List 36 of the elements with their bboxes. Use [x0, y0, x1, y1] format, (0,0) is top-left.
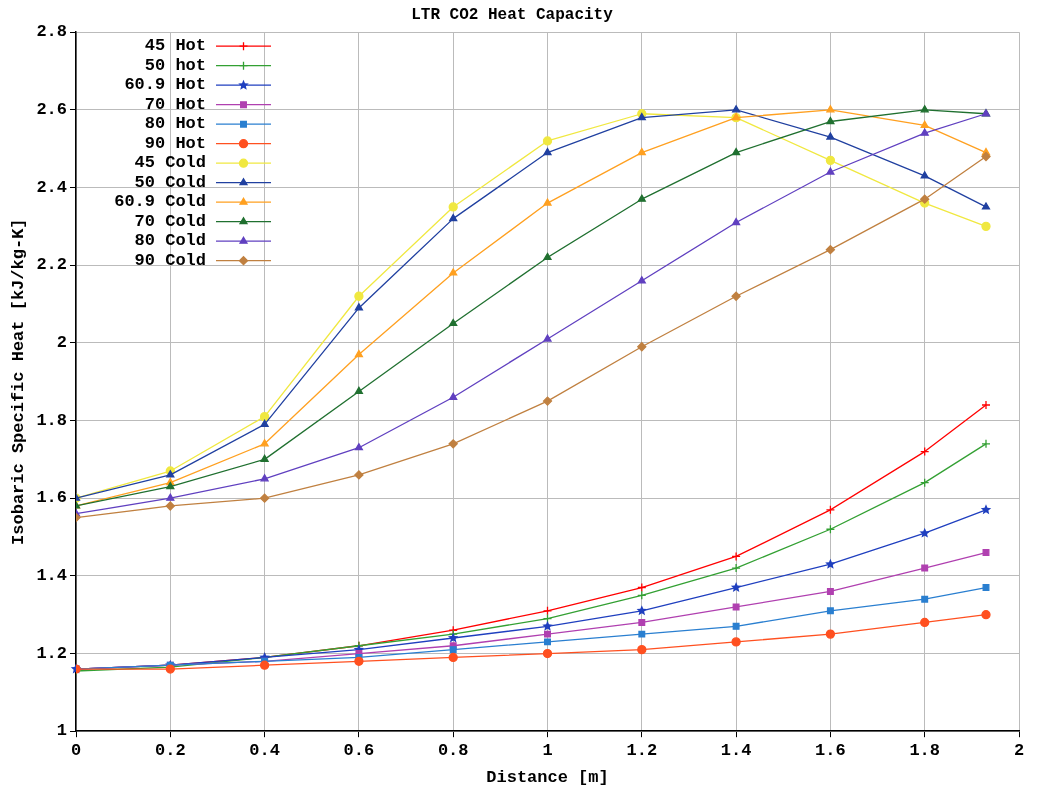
x-axis-title: Distance [m]	[486, 768, 609, 788]
legend-label: 50 hot	[144, 55, 206, 75]
y-tick-label: 1.6	[36, 488, 67, 508]
legend-label: 60.9 Hot	[124, 75, 206, 95]
y-tick-label: 2	[56, 333, 67, 353]
legend-label: 80 Cold	[134, 231, 206, 251]
y-tick-label: 2.2	[36, 255, 67, 275]
x-tick-label: 2	[1013, 740, 1025, 760]
legend-label: 90 Cold	[134, 250, 206, 270]
y-tick-label: 1.4	[36, 566, 67, 586]
legend-label: 70 Hot	[144, 94, 206, 114]
x-tick-label: 1.8	[909, 740, 941, 760]
y-tick-label: 2.6	[36, 100, 67, 120]
y-tick-label: 1.8	[36, 410, 67, 430]
x-tick-label: 0.2	[155, 740, 186, 760]
legend-label: 50 Cold	[134, 172, 206, 192]
x-tick-label: 0.6	[343, 740, 375, 760]
y-tick-label: 2.4	[36, 177, 67, 197]
x-tick-label: 1.4	[720, 740, 752, 760]
x-tick-label: 0.8	[437, 740, 469, 760]
x-tick-label: 1.2	[626, 740, 658, 760]
x-tick-label: 0	[70, 740, 82, 760]
legend-label: 45 Hot	[144, 36, 206, 56]
legend-label: 80 Hot	[144, 114, 206, 134]
y-tick-label: 1	[56, 721, 67, 741]
y-tick-label: 1.2	[36, 643, 67, 663]
x-tick-label: 1.6	[815, 740, 846, 760]
legend-label: 90 Hot	[144, 133, 206, 153]
legend-label: 70 Cold	[134, 211, 206, 231]
x-tick-label: 0.4	[249, 740, 280, 760]
y-axis-title: Isobaric Specific Heat [kJ/kg-K]	[9, 218, 29, 545]
y-tick-label: 2.8	[36, 22, 67, 42]
chart-title: LTR CO2 Heat Capacity	[411, 5, 614, 24]
x-tick-label: 1	[542, 740, 553, 760]
legend-label: 60.9 Cold	[114, 192, 206, 212]
legend-label: 45 Cold	[134, 153, 206, 173]
